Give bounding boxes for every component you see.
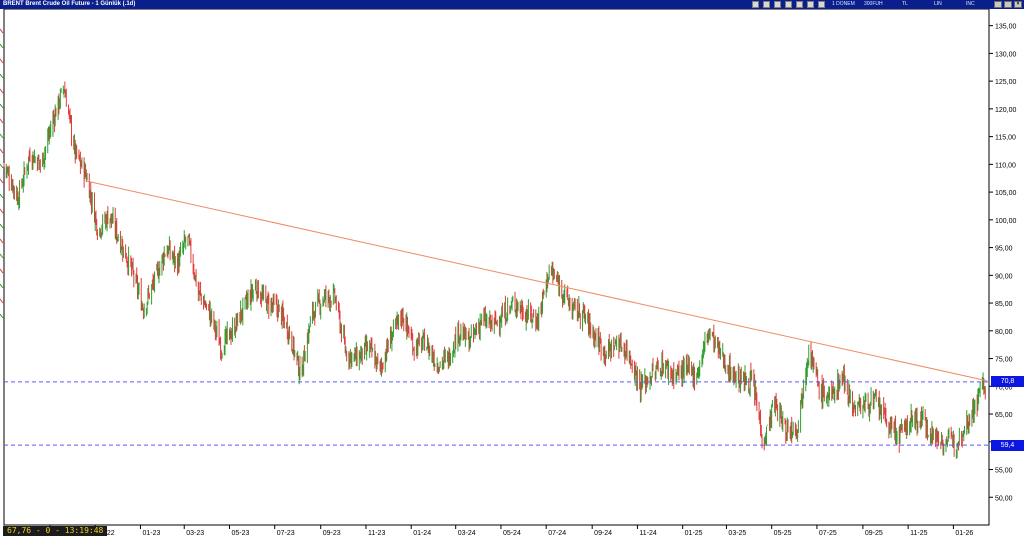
x-tick-label: 01-24 [413,530,431,537]
x-tick-label: 11-24 [639,530,656,537]
left-margin-mark [0,28,4,34]
window-buttons: × [994,1,1022,8]
left-margin-mark [0,223,4,229]
symbol-control[interactable]: 300FUH [864,1,883,7]
y-tick-label: 50,00 [995,495,1013,502]
x-tick-label: 05-25 [774,530,792,537]
plot-frame [3,9,990,526]
left-margin-mark [0,283,4,289]
left-margin-mark [0,313,4,319]
x-tick-label: 05-23 [231,530,249,537]
x-tick-label: 03-23 [186,530,204,537]
y-tick-label: 80,00 [995,329,1013,336]
period-control[interactable]: 1 DONEM [832,1,855,7]
y-tick-label: 100,00 [995,218,1017,225]
y-tick-label: 90,00 [995,273,1013,280]
toolbar-icon[interactable] [774,1,781,8]
scale-control[interactable]: LIN [934,1,942,7]
y-tick-label: 110,00 [995,162,1016,169]
left-margin-mark [0,73,4,79]
x-tick-label: 01-25 [685,530,703,537]
plot-area [0,9,990,526]
left-margin-mark [0,43,4,49]
left-margin-mark [0,298,4,304]
y-tick-label: 120,00 [995,107,1017,114]
x-tick-label: 01-23 [142,530,160,537]
maximize-icon[interactable] [1004,1,1012,8]
left-margin-mark [0,163,4,169]
toolbar-icon[interactable] [818,1,825,8]
left-margin-mark [0,193,4,199]
x-tick-label: 05-24 [503,530,521,537]
y-tick-label: 75,00 [995,357,1013,364]
y-axis: 50,0055,0060,0065,0070,0075,0080,0085,00… [989,24,1017,502]
left-margin-mark [0,253,4,259]
left-margin-mark [0,103,4,109]
left-margin-mark [0,148,4,154]
toolbar-icon[interactable] [807,1,814,8]
x-tick-label: 01-26 [955,530,973,537]
toolbar-icon[interactable] [752,1,759,8]
left-margin-mark [0,58,4,64]
window-title-bar: BRENT Brent Crude Oil Future - 1 Günlük … [0,0,1024,9]
left-margin-mark [0,178,4,184]
left-margin-mark [0,88,4,94]
level-price-tag: 70,8 [991,376,1024,388]
x-tick-label: 09-23 [323,530,341,537]
toolbar-icon[interactable] [785,1,792,8]
status-readout: 67,76 - 0 - 13:19:48 [3,526,108,536]
left-margin-mark [0,133,4,139]
overlays-layer [4,180,989,446]
toolbar [752,1,825,8]
close-icon[interactable]: × [1014,1,1022,8]
left-margin-mark [0,118,4,124]
currency-control[interactable]: TL [902,1,908,7]
toolbar-icon[interactable] [763,1,770,8]
left-margin-mark [0,268,4,274]
x-tick-label: 09-24 [594,530,612,537]
y-tick-label: 105,00 [995,190,1017,197]
y-tick-label: 65,00 [995,412,1013,419]
y-tick-label: 115,00 [995,135,1016,142]
left-margin-mark [0,238,4,244]
level-price-tag: 59,4 [991,439,1024,451]
increment-control[interactable]: INC [966,1,975,7]
y-tick-label: 125,00 [995,79,1017,86]
left-margin-mark [0,208,4,214]
y-tick-label: 130,00 [995,51,1017,58]
candles-layer [3,81,986,459]
window-title: BRENT Brent Crude Oil Future - 1 Günlük … [3,1,136,7]
y-tick-label: 70,00 [995,384,1013,391]
x-tick-label: 11-23 [368,530,385,537]
x-tick-label: 03-24 [458,530,476,537]
x-tick-label: 07-24 [548,530,566,537]
y-tick-label: 95,00 [995,246,1013,253]
x-tick-label: 07-25 [819,530,837,537]
y-tick-label: 85,00 [995,301,1013,308]
x-tick-label: 11-25 [910,530,927,537]
y-tick-label: 55,00 [995,468,1013,475]
price-chart[interactable]: 50,0055,0060,0065,0070,0075,0080,0085,00… [0,9,1024,537]
x-axis: 09-2211-2201-2303-2305-2307-2309-2311-23… [49,525,973,537]
y-tick-label: 135,00 [995,24,1017,31]
resistance-trendline [86,180,987,382]
x-tick-label: 03-25 [728,530,746,537]
minimize-icon[interactable] [994,1,1002,8]
x-tick-label: 07-23 [277,530,295,537]
x-tick-label: 09-25 [865,530,883,537]
toolbar-icon[interactable] [796,1,803,8]
